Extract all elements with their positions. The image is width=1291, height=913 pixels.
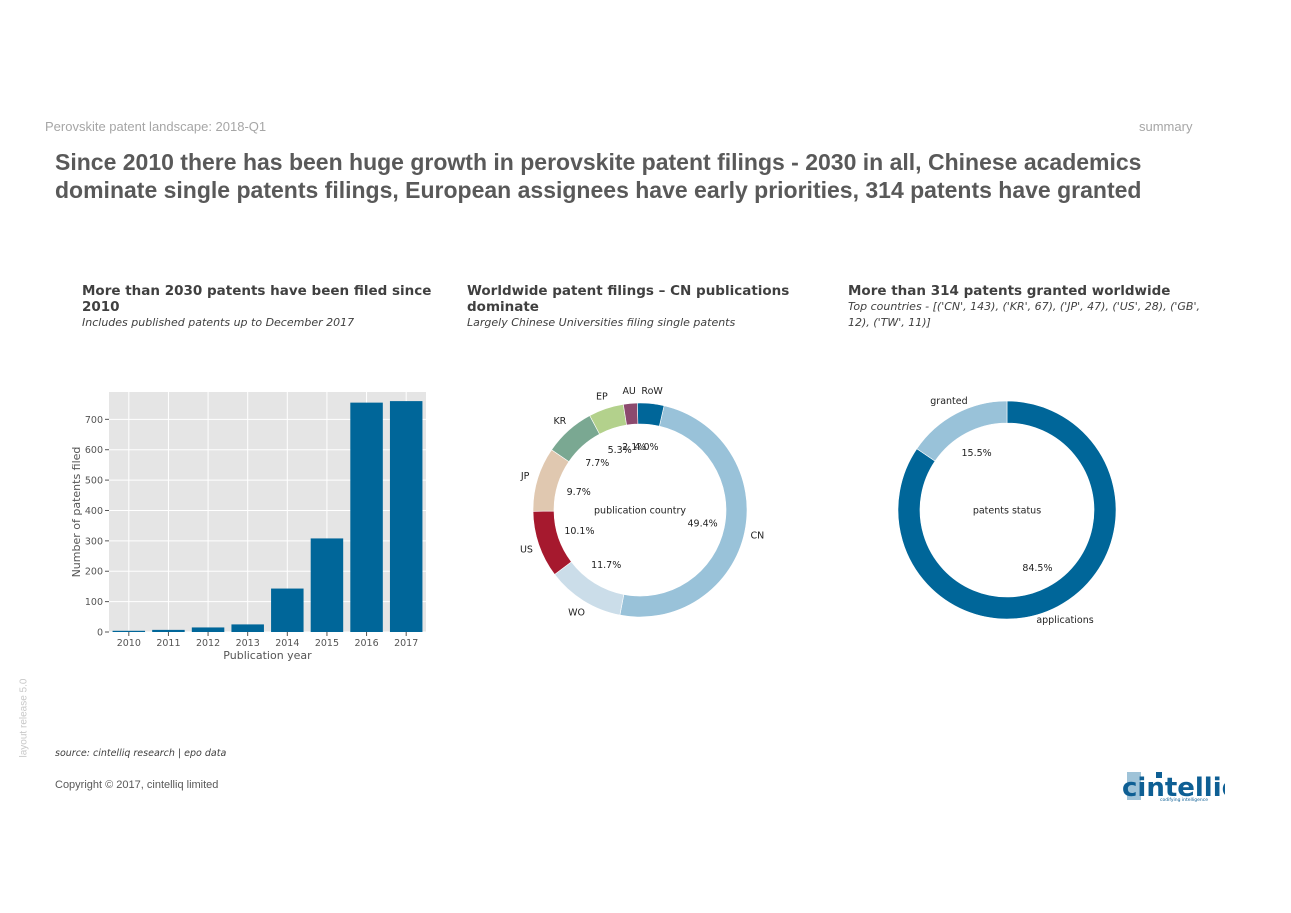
- y-tick-label: 300: [85, 536, 103, 547]
- bar-chart: 0 100 200 300 400 500 600 700 2010 2011 2012 2013 20…: [70, 392, 426, 662]
- slice-percent-label: 84.5%: [1022, 563, 1052, 574]
- cintelliq-logo: cintelliq codifying intelligence: [1122, 772, 1225, 803]
- logo-tagline: codifying intelligence: [1160, 797, 1208, 803]
- y-tick-label: 700: [85, 415, 103, 426]
- headline-line-1: Since 2010 there has been huge growth in…: [55, 149, 1142, 175]
- slice-percent-label: 7.7%: [585, 458, 609, 469]
- panel-subtitle: Includes published patents up to Decembe…: [82, 316, 355, 329]
- x-tick-label: 2016: [354, 638, 378, 649]
- donut-center-label: patents status: [973, 506, 1041, 517]
- y-tick-label: 500: [85, 476, 103, 487]
- panel-title: More than 314 patents granted worldwide: [848, 283, 1171, 299]
- layout-release-label: layout release 5.0: [18, 678, 30, 758]
- logo-wordmark: cintelliq: [1122, 773, 1225, 803]
- copyright-text: Copyright © 2017, cintelliq limited: [55, 779, 219, 791]
- panel-status-header: More than 314 patents granted worldwide …: [848, 283, 1208, 331]
- bar: [350, 402, 383, 632]
- y-tick-label: 400: [85, 506, 103, 517]
- slice-label: granted: [930, 396, 967, 407]
- donut-slice: [619, 405, 748, 618]
- y-tick-label: 0: [97, 628, 103, 639]
- page-headline: Since 2010 there has been huge growth in…: [55, 148, 1235, 204]
- slice-percent-label: 4.0%: [634, 442, 658, 453]
- y-tick-label: 600: [85, 445, 103, 456]
- x-tick-label: 2013: [236, 638, 260, 649]
- slice-percent-label: 5.3%: [608, 445, 632, 456]
- bar: [271, 588, 304, 632]
- bar: [389, 401, 423, 632]
- slice-label: CN: [751, 530, 765, 541]
- slice-percent-label: 15.5%: [961, 448, 991, 459]
- slice-label: applications: [1036, 615, 1093, 626]
- slice-label: KR: [553, 416, 566, 427]
- panel-bar-header: More than 2030 patents have been filed s…: [82, 283, 442, 331]
- slice-percent-label: 11.7%: [591, 560, 621, 571]
- bar: [231, 624, 264, 632]
- slice-label: JP: [520, 471, 530, 482]
- slice-percent-label: 2.1%: [622, 442, 646, 453]
- source-note: source: cintelliq research | epo data: [55, 748, 227, 759]
- bar: [310, 538, 344, 632]
- donut-slice: [532, 510, 572, 575]
- headline-line-2: dominate single patents filings, Europea…: [55, 177, 1142, 203]
- slice-label: US: [520, 544, 533, 555]
- x-tick-label: 2017: [394, 638, 418, 649]
- slice-label: EP: [596, 392, 608, 403]
- slice-percent-label: 9.7%: [567, 487, 591, 498]
- bar: [191, 627, 225, 632]
- section-label: summary: [1139, 119, 1193, 134]
- slice-label: RoW: [641, 386, 663, 397]
- bar: [112, 630, 146, 632]
- x-tick-label: 2014: [275, 638, 299, 649]
- x-tick-label: 2012: [196, 638, 220, 649]
- panel-subtitle: Top countries - [('CN', 143), ('KR', 67)…: [848, 300, 1200, 329]
- slice-label: WO: [568, 607, 585, 618]
- panel-country-header: Worldwide patent filings – CN publicatio…: [467, 283, 837, 331]
- slice-percent-label: 49.4%: [688, 519, 718, 530]
- panel-subtitle: Largely Chinese Universities filing sing…: [467, 316, 736, 329]
- donut-center-label: publication country: [594, 506, 686, 517]
- country-donut-chart: CN 49.4% WO 11.7% US 10.1% JP 9.7% KR 7.7% EP 5.3% A…: [520, 386, 765, 618]
- y-tick-label: 100: [85, 597, 103, 608]
- report-subtitle: Perovskite patent landscape: 2018-Q1: [45, 119, 267, 134]
- panel-title: More than 2030 patents have been filed s…: [82, 283, 432, 315]
- x-tick-label: 2010: [117, 638, 141, 649]
- panel-title: Worldwide patent filings – CN publicatio…: [467, 283, 790, 315]
- status-donut-chart: applications 84.5% granted 15.5% patents sta…: [897, 396, 1117, 626]
- y-axis-label: Number of patents filed: [70, 447, 83, 578]
- slice-label: AU: [622, 386, 635, 397]
- x-axis-label: Publication year: [223, 649, 312, 662]
- donut-slice: [637, 402, 665, 427]
- bar: [152, 629, 185, 632]
- donut-slice: [916, 400, 1008, 462]
- donut-slice: [897, 400, 1117, 620]
- donut-slice: [532, 449, 570, 512]
- x-tick-label: 2015: [315, 638, 339, 649]
- slice-percent-label: 10.1%: [564, 526, 594, 537]
- logo-mark: [1127, 772, 1141, 800]
- y-tick-label: 200: [85, 567, 103, 578]
- x-tick-label: 2011: [156, 638, 180, 649]
- logo-dot: [1156, 772, 1162, 778]
